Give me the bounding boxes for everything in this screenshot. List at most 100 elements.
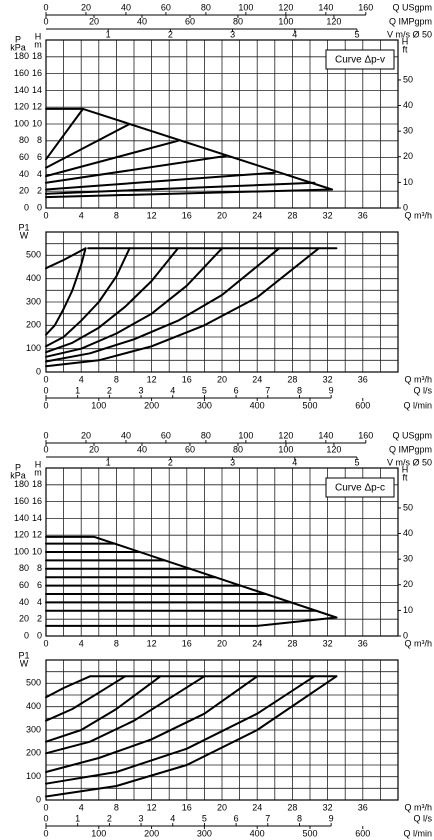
annotation-box: [325, 477, 395, 498]
tick-label: 40: [121, 2, 131, 12]
axis-label: Q l/s: [413, 385, 432, 395]
tick-label: 300: [197, 828, 212, 838]
tick-label: 0: [43, 385, 48, 395]
tick-label: 5: [354, 29, 359, 39]
ft-tick-label: 50: [403, 502, 413, 512]
tick-label: 60: [185, 16, 195, 26]
kpa-tick-label: 180: [14, 479, 29, 489]
tick-label: 3: [230, 29, 235, 39]
x-tick-label: 12: [147, 638, 157, 648]
x-tick-label: 32: [323, 802, 333, 812]
y-tick-label: 200: [26, 320, 41, 330]
y-tick-label: 4: [37, 169, 42, 179]
tick-label: 20: [89, 16, 99, 26]
tick-label: 0: [43, 2, 48, 12]
tick-label: 200: [144, 400, 159, 410]
tick-label: 6: [234, 385, 239, 395]
axis-label: kPa: [10, 470, 26, 480]
tick-label: 600: [355, 828, 370, 838]
ft-tick-label: 40: [403, 528, 413, 538]
y-tick-label: 200: [26, 748, 41, 758]
tick-label: 1: [106, 457, 111, 467]
curve: [45, 171, 276, 191]
tick-label: 0: [43, 400, 48, 410]
y-tick-label: 8: [37, 563, 42, 573]
y-tick-label: 12: [32, 530, 42, 540]
ft-tick-label: 10: [403, 177, 413, 187]
kpa-tick-label: 140: [14, 85, 29, 95]
tick-label: 500: [302, 400, 317, 410]
y-tick-label: 8: [37, 135, 42, 145]
kpa-tick-label: 60: [19, 152, 29, 162]
tick-label: 80: [233, 16, 243, 26]
ft-tick-label: 20: [403, 579, 413, 589]
tick-label: 8: [297, 385, 302, 395]
kpa-tick-label: 120: [14, 530, 29, 540]
y-tick-label: 10: [32, 546, 42, 556]
y-tick-label: 300: [26, 724, 41, 734]
x-tick-label: 24: [252, 210, 262, 220]
tick-label: 9: [329, 385, 334, 395]
curve: [45, 675, 259, 773]
x-tick-label: 24: [252, 374, 262, 384]
kpa-tick-label: 20: [19, 186, 29, 196]
x-tick-label: 28: [287, 802, 297, 812]
ft-tick-label: 40: [403, 100, 413, 110]
tick-label: 7: [265, 813, 270, 823]
curve: [45, 123, 131, 169]
x-tick-label: 4: [79, 638, 84, 648]
tick-label: 5: [202, 385, 207, 395]
x-tick-label: 36: [358, 638, 368, 648]
x-axis-label: Q m³/h: [404, 638, 432, 648]
x-tick-label: 28: [287, 374, 297, 384]
tick-label: 120: [278, 2, 293, 12]
x-tick-label: 8: [114, 638, 119, 648]
kpa-tick-label: 60: [19, 580, 29, 590]
tick-label: 100: [278, 16, 293, 26]
tick-label: 60: [161, 2, 171, 12]
x-tick-label: 16: [182, 210, 192, 220]
curve: [45, 247, 131, 348]
ft-tick-label: 30: [403, 554, 413, 564]
tick-label: 20: [81, 2, 91, 12]
tick-label: 100: [91, 828, 106, 838]
y-tick-label: 2: [37, 614, 42, 624]
axis-label: m: [34, 39, 42, 49]
x-tick-label: 32: [323, 638, 333, 648]
curve: [45, 247, 87, 270]
ft-tick-label: 50: [403, 74, 413, 84]
x-tick-label: 0: [43, 374, 48, 384]
tick-label: 4: [170, 813, 175, 823]
axis-label: H: [35, 31, 42, 41]
curve: [45, 675, 316, 785]
x-tick-label: 28: [287, 210, 297, 220]
tick-label: 2: [168, 457, 173, 467]
y-tick-label: 4: [37, 597, 42, 607]
tick-label: 5: [354, 457, 359, 467]
kpa-tick-label: 160: [14, 68, 29, 78]
tick-label: 2: [168, 29, 173, 39]
axis-label: W: [20, 658, 29, 668]
y-tick-label: 0: [37, 630, 42, 640]
axis-label: ft: [402, 472, 408, 482]
tick-label: 60: [185, 444, 195, 454]
axis-label: P: [15, 34, 21, 44]
y-tick-label: 6: [37, 580, 42, 590]
kpa-tick-label: 20: [19, 614, 29, 624]
tick-label: 300: [197, 400, 212, 410]
axis-label: ft: [402, 44, 408, 54]
tick-label: 120: [278, 430, 293, 440]
x-tick-label: 12: [147, 374, 157, 384]
tick-label: 1: [106, 29, 111, 39]
axis-label: Q USgpm: [392, 2, 432, 12]
y-tick-label: 300: [26, 296, 41, 306]
x-tick-label: 24: [252, 638, 262, 648]
curve: [45, 247, 281, 363]
curve: [45, 675, 338, 798]
y-tick-label: 14: [32, 513, 42, 523]
plot-frame: [45, 39, 399, 209]
tick-label: 60: [161, 430, 171, 440]
y-tick-label: 12: [32, 102, 42, 112]
y-tick-label: 2: [37, 186, 42, 196]
annotation: Curve Δp-c: [335, 483, 385, 494]
